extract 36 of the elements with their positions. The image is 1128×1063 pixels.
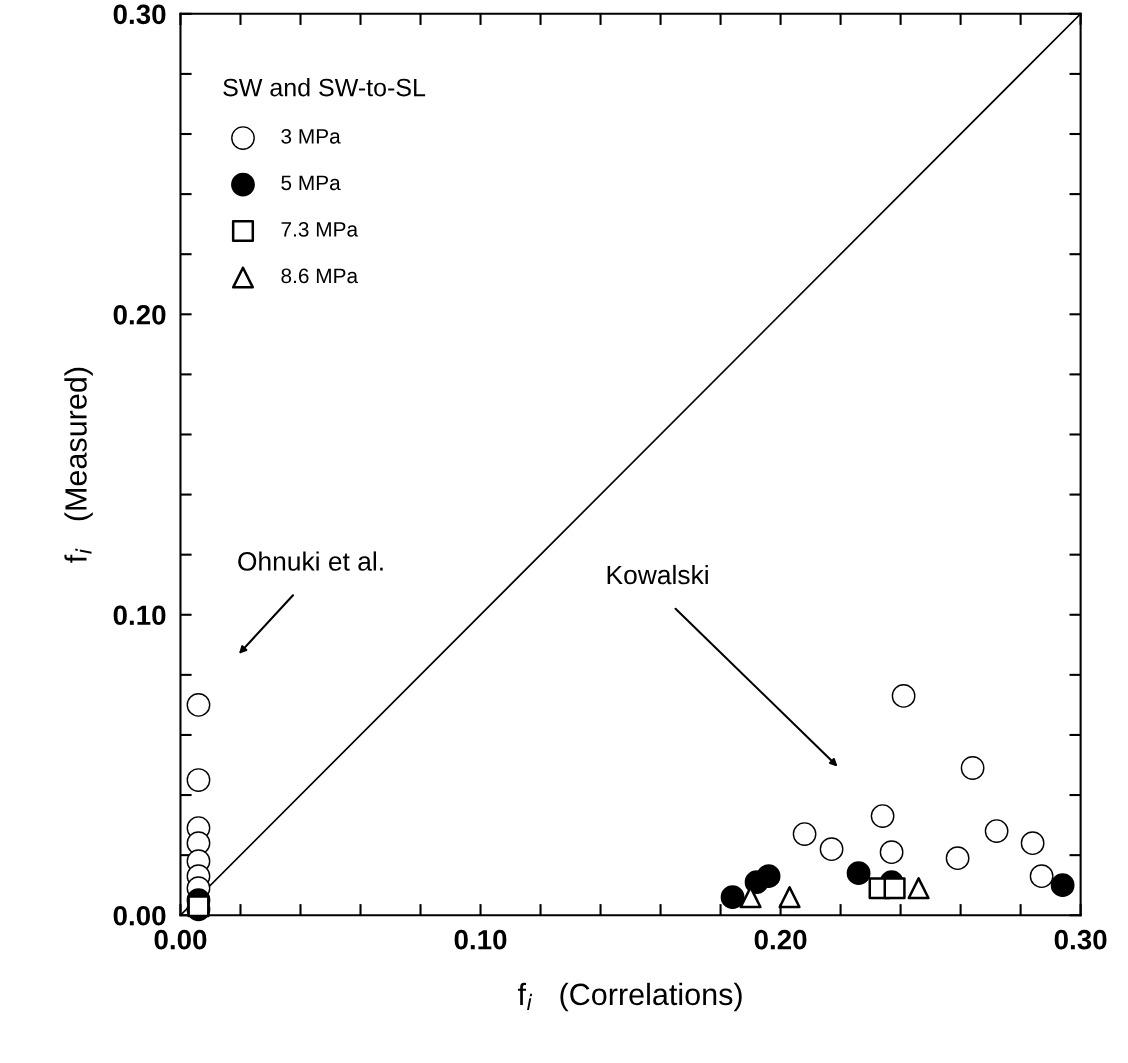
point [756, 864, 781, 889]
point [960, 756, 985, 780]
point [720, 885, 745, 910]
text: f$_{i}$ (Correlations) [517, 982, 742, 1012]
point [1029, 864, 1054, 889]
legend-label: 8.6 MPa [281, 268, 359, 284]
point [879, 840, 904, 865]
point [1020, 831, 1045, 856]
point [891, 684, 916, 708]
y-tick-label: 0.20 [113, 304, 166, 325]
point [186, 768, 211, 792]
annotation: Ohnuki et al. [238, 551, 383, 571]
y-tick-label: 0.30 [113, 4, 166, 25]
legend-label: 5 MPa [281, 175, 341, 191]
point [984, 819, 1009, 844]
point [945, 846, 970, 871]
point [819, 837, 844, 862]
x-tick-label: 0.00 [154, 929, 207, 950]
point [846, 861, 871, 886]
point [1050, 873, 1075, 898]
y-tick-label: 0.00 [113, 905, 166, 926]
legend-title: SW and SW-to-SL [223, 78, 426, 97]
legend-label: 3 MPa [281, 128, 341, 144]
x-tick-label: 0.10 [454, 929, 507, 950]
point [186, 693, 211, 717]
point [907, 877, 930, 900]
legend-label: 7.3 MPa [281, 221, 359, 237]
x-tick-label: 0.20 [754, 929, 807, 950]
y-tick-label: 0.10 [113, 605, 166, 626]
point [870, 804, 895, 828]
point [778, 886, 801, 909]
text: f$_{i}$ (Measured) [64, 367, 93, 563]
annotation: Kowalski [607, 564, 708, 585]
x-tick-label: 0.30 [1054, 929, 1107, 950]
point [883, 877, 906, 900]
point [792, 822, 817, 847]
